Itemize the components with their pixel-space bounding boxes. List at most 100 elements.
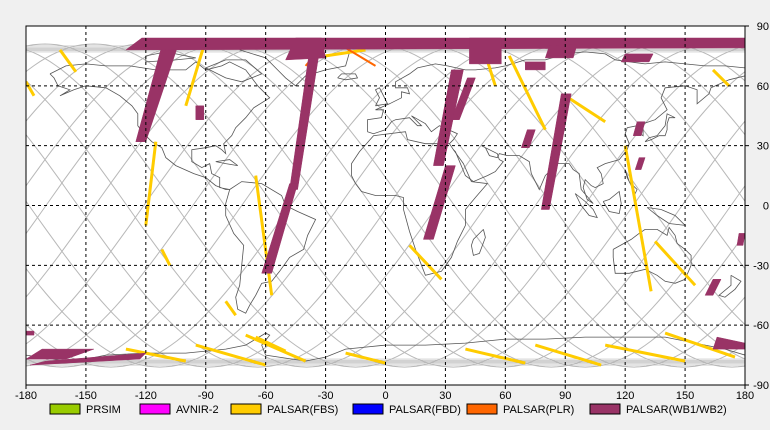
x-tick-label: 0 [382, 390, 388, 402]
orbit-track [26, 80, 487, 368]
palsar-fbs-strip [125, 347, 187, 363]
legend-swatch [49, 403, 81, 415]
palsar-wb-swath [469, 37, 502, 65]
coastline [374, 87, 389, 107]
coastline [351, 131, 489, 276]
coastline [470, 229, 486, 256]
palsar-fbs-strip [664, 331, 736, 359]
x-tick-label: 90 [559, 390, 571, 402]
x-tick-label: -90 [198, 390, 214, 402]
y-tick-label: 60 [757, 81, 769, 93]
coastline [574, 193, 598, 219]
coastline [602, 190, 622, 214]
y-tick-label: 0 [763, 201, 769, 213]
palsar-fbs-strip [534, 343, 602, 367]
legend: PRSIM AVNIR-2 PALSAR(FBS) PALSAR(FBD) PALSAR… [49, 403, 727, 416]
y-tick-label: -30 [753, 260, 769, 272]
palsar-wb-swath [261, 183, 298, 274]
x-tick-label: 60 [499, 390, 511, 402]
orbit-track [388, 43, 745, 206]
palsar-fbs-strip [408, 244, 443, 281]
x-tick-label: -180 [15, 390, 37, 402]
legend-label: AVNIR-2 [176, 404, 219, 416]
palsar-wb-swath [433, 69, 464, 166]
legend-swatch [230, 403, 262, 415]
palsar-fbs-strip [254, 175, 274, 296]
palsar-wb-swath [195, 105, 205, 120]
palsar-fbs-strip [623, 145, 653, 292]
legend-label: PALSAR(WB1/WB2) [626, 404, 727, 416]
palsar-fbs-strip [224, 300, 237, 317]
x-tick-label: -60 [258, 390, 274, 402]
palsar-wb-swath [451, 77, 476, 120]
legend-label: PALSAR(FBD) [389, 404, 461, 416]
legend-swatch [589, 403, 621, 415]
coastline [367, 115, 458, 144]
orbit-track [26, 205, 341, 368]
palsar-wb-swath [29, 352, 147, 366]
palsar-fbs-strip [26, 81, 36, 97]
palsar-wb-swath [634, 157, 646, 170]
palsar-wb-swath [736, 233, 745, 246]
x-tick-label: -30 [318, 390, 334, 402]
legend-label: PRSIM [86, 404, 121, 416]
palsar-fbs-strip [465, 347, 526, 365]
palsar-fbs-strip [325, 48, 366, 58]
coastline [205, 59, 263, 83]
palsar-wb-swath [423, 165, 456, 240]
palsar-wb-swath [26, 348, 94, 360]
legend-label: PALSAR(FBS) [267, 404, 338, 416]
palsar-fbs-strip [255, 335, 287, 353]
observation-swaths [26, 37, 745, 367]
orbit-track [241, 43, 745, 360]
palsar-wb-swath [632, 121, 646, 136]
x-tick-label: 180 [736, 390, 754, 402]
y-tick-label: -90 [753, 380, 769, 392]
x-tick-label: -150 [75, 390, 97, 402]
palsar-fbs-strip [507, 55, 547, 131]
legend-swatch [466, 403, 498, 415]
palsar-fbs-strip [604, 343, 686, 363]
x-tick-label: 120 [616, 390, 634, 402]
palsar-plr-strip [345, 47, 377, 67]
x-tick-label: 30 [439, 390, 451, 402]
coastline [644, 113, 676, 143]
palsar-fbs-strip [653, 240, 697, 287]
palsar-fbs-strip [160, 248, 172, 266]
coastline [624, 169, 638, 195]
palsar-fbs-strip [564, 94, 607, 123]
palsar-wb-swath [541, 93, 572, 210]
coastline [612, 226, 692, 284]
orbit-track [485, 43, 745, 206]
coastline [367, 51, 745, 132]
palsar-fbs-strip [184, 45, 206, 107]
y-tick-label: -60 [753, 320, 769, 332]
palsar-wb-swath [544, 43, 578, 59]
palsar-fbs-strip [345, 351, 386, 365]
coastline [718, 274, 742, 298]
palsar-wb-swath [712, 336, 745, 350]
palsar-wb-swath [525, 61, 546, 71]
palsar-fbs-strip [245, 333, 307, 363]
y-tick-label: 90 [757, 21, 769, 33]
orbit-track [26, 133, 438, 368]
palsar-wb-swath [520, 129, 536, 148]
legend-swatch [352, 403, 384, 415]
y-tick-label: 30 [757, 141, 769, 153]
orbit-track [26, 205, 292, 368]
coastline [453, 75, 745, 204]
palsar-wb-swath [125, 37, 745, 51]
coastline [337, 73, 359, 81]
legend-swatch [139, 403, 171, 415]
coastline [215, 159, 238, 166]
y-axis-ticks: 90 60 30 0 -30 -60 -90 [745, 21, 769, 392]
x-axis-ticks: -180 -150 -120 -90 -60 -30 0 30 60 90 120 150 180 [15, 385, 754, 402]
palsar-fbs-strip [711, 68, 731, 87]
palsar-wb-swath [704, 279, 722, 296]
orbit-track [26, 205, 194, 367]
palsar-wb-swath [26, 330, 35, 336]
legend-label: PALSAR(PLR) [503, 404, 574, 416]
orbit-track [436, 43, 745, 206]
x-tick-label: -120 [135, 390, 157, 402]
